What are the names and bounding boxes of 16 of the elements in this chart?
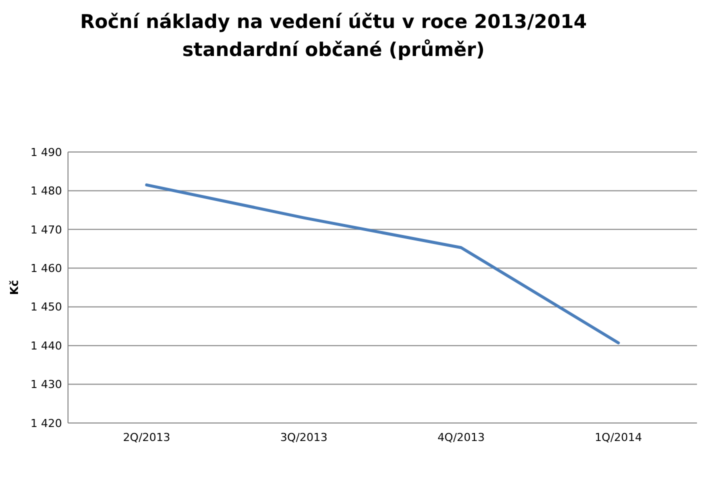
x-tick-label: 1Q/2014	[594, 431, 642, 444]
y-tick-label: 1 440	[30, 339, 62, 352]
y-tick-label: 1 490	[30, 146, 62, 159]
y-tick-label: 1 430	[30, 378, 62, 392]
y-tick-label: 1 470	[30, 223, 62, 236]
line-series	[145, 183, 620, 344]
y-tick-label: 1 460	[30, 262, 62, 275]
chart-subtitle: standardní občané (průměr)	[182, 39, 485, 61]
chart-title: Roční náklady na vedení účtu v roce 2013/2014	[80, 11, 587, 33]
x-tick-label: 3Q/2013	[280, 431, 328, 444]
y-axis-title: Kč	[8, 280, 21, 296]
x-tick-label: 4Q/2013	[437, 431, 485, 444]
y-tick-label: 1 480	[30, 184, 62, 198]
y-tick-label: 1 420	[30, 416, 62, 430]
y-tick-label: 1 450	[30, 300, 62, 314]
x-tick-label: 2Q/2013	[122, 431, 170, 444]
